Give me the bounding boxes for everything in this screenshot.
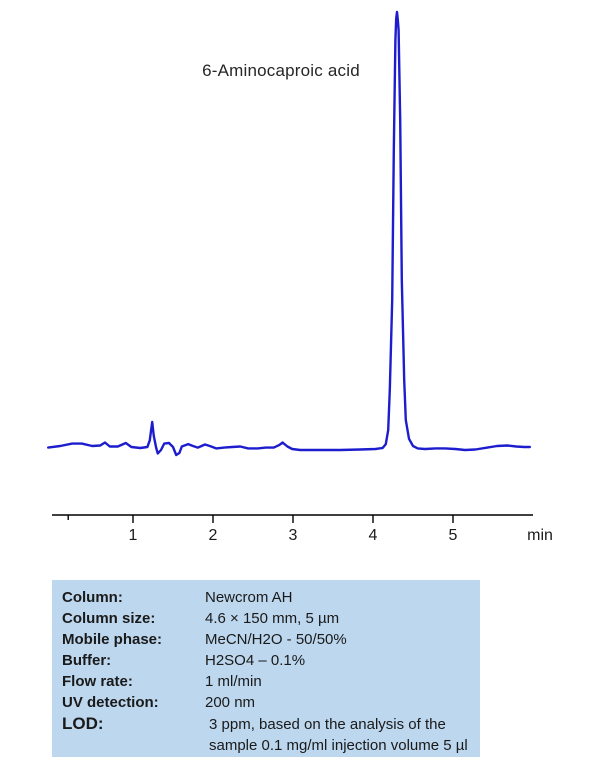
param-label: LOD: [62, 714, 104, 733]
param-value: 1 ml/min [205, 673, 262, 690]
x-axis-tick-label: 3 [289, 527, 298, 544]
params-table: Column: Newcrom AH Column size: 4.6 × 15… [52, 580, 480, 757]
param-label: Flow rate: [62, 673, 133, 690]
param-label: UV detection: [62, 694, 159, 711]
table-row: UV detection: 200 nm [62, 692, 472, 713]
param-label: Column size: [62, 610, 156, 627]
x-axis-tick-label: 4 [369, 527, 378, 544]
param-label: Column: [62, 589, 123, 606]
param-value: 3 ppm, based on the analysis of the samp… [209, 716, 468, 754]
table-row: Mobile phase: MeCN/H2O - 50/50% [62, 629, 472, 650]
param-label: Mobile phase: [62, 631, 163, 648]
param-value: MeCN/H2O - 50/50% [205, 631, 347, 648]
param-value: 200 nm [205, 694, 256, 711]
param-label: Buffer: [62, 652, 112, 669]
x-axis-tick-label: 1 [129, 527, 138, 544]
table-row: Flow rate: 1 ml/min [62, 671, 472, 692]
chart-title: 6-Aminocaproic acid [202, 61, 360, 80]
chromatogram-plot: 1 2 3 4 5 min [47, 10, 553, 544]
x-axis-tick-label: 2 [209, 527, 218, 544]
param-value: Newcrom AH [205, 589, 293, 606]
table-row: Column: Newcrom AH [62, 587, 472, 608]
table-row: Column size: 4.6 × 150 mm, 5 µm [62, 608, 472, 629]
x-axis-tick-label: 5 [449, 527, 458, 544]
table-row: LOD: 3 ppm, based on the analysis of the… [62, 713, 472, 756]
table-row: Buffer: H2SO4 – 0.1% [62, 650, 472, 671]
x-axis-unit-label: min [527, 527, 553, 544]
trace-line [47, 10, 531, 457]
param-value: 4.6 × 150 mm, 5 µm [205, 610, 340, 627]
param-value: H2SO4 – 0.1% [205, 652, 306, 669]
